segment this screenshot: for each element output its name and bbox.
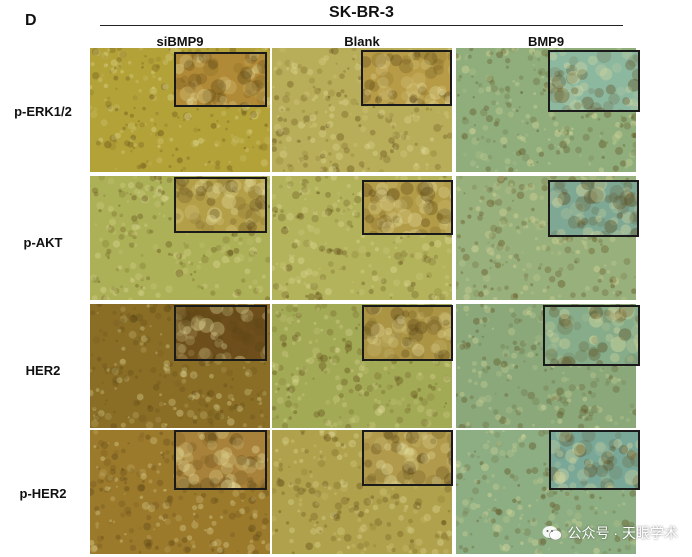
column-label-sibmp9: siBMP9 <box>156 34 204 49</box>
inset-zoom-her2-sibmp9 <box>174 305 267 361</box>
watermark: 公众号 · 天眼学术 <box>542 523 678 543</box>
inset-zoom-her2-blank <box>362 305 453 361</box>
column-label-bmp9: BMP9 <box>527 34 565 49</box>
title-rule <box>100 25 623 26</box>
row-label-p-erk: p-ERK1/2 <box>14 104 72 119</box>
cell-line-title: SK-BR-3 <box>329 4 394 21</box>
inset-zoom-p-erk-blank <box>361 50 452 106</box>
inset-zoom-p-her2-bmp9 <box>549 430 640 490</box>
inset-zoom-her2-bmp9 <box>543 305 640 366</box>
inset-zoom-p-akt-sibmp9 <box>174 177 267 233</box>
column-label-blank: Blank <box>344 34 380 49</box>
inset-zoom-p-her2-sibmp9 <box>174 430 267 490</box>
row-label-p-her2: p-HER2 <box>19 486 67 501</box>
row-label-her2: HER2 <box>25 363 61 378</box>
inset-zoom-p-akt-blank <box>362 180 453 235</box>
watermark-text: 公众号 · 天眼学术 <box>567 525 678 541</box>
inset-zoom-p-erk-bmp9 <box>548 50 640 112</box>
wechat-icon <box>542 525 562 541</box>
row-label-p-akt: p-AKT <box>23 235 63 250</box>
panel-letter: D <box>25 12 37 29</box>
inset-zoom-p-akt-bmp9 <box>548 180 639 237</box>
inset-zoom-p-erk-sibmp9 <box>174 52 267 107</box>
inset-zoom-p-her2-blank <box>362 430 453 486</box>
